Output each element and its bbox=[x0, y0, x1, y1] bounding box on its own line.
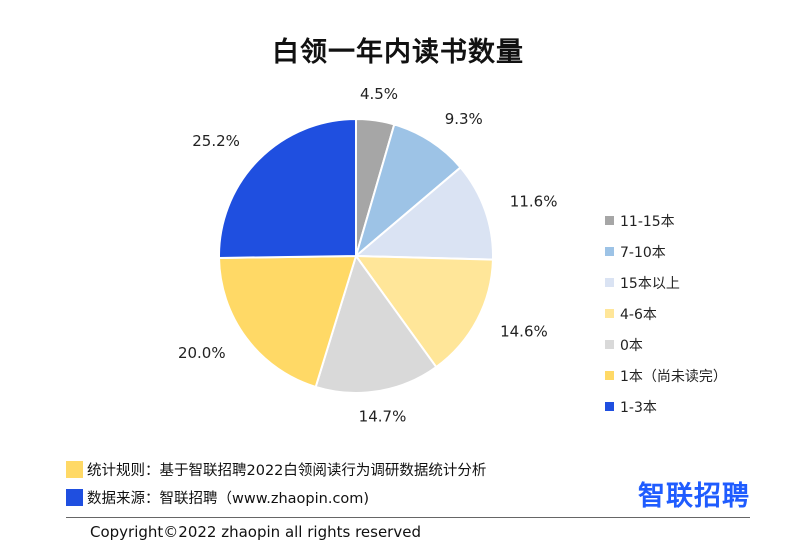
legend-label-6: 1-3本 bbox=[620, 399, 657, 416]
legend-swatch-5 bbox=[605, 371, 614, 380]
pie-label-2: 11.6% bbox=[510, 192, 558, 210]
pie-slice-1 bbox=[354, 123, 462, 259]
legend-label-4: 0本 bbox=[620, 337, 643, 354]
legend-item-3: 4-6本 bbox=[605, 298, 727, 329]
legend-item-6: 1-3本 bbox=[605, 391, 727, 422]
legend-swatch-3 bbox=[605, 309, 614, 318]
legend-swatch-4 bbox=[605, 340, 614, 349]
pie-label-6: 25.2% bbox=[192, 132, 240, 150]
legend-label-0: 11-15本 bbox=[620, 213, 675, 230]
data-source-text: 数据来源：智联招聘（www.zhaopin.com) bbox=[87, 491, 370, 507]
pie-slice-6 bbox=[218, 117, 357, 259]
data-source-note: 数据来源：智联招聘（www.zhaopin.com) bbox=[66, 487, 369, 508]
footer-divider bbox=[66, 517, 750, 518]
zhaopin-logo: 智联招聘 bbox=[638, 481, 750, 512]
legend: 11-15本 7-10本 15本以上 4-6本 0本 1本（尚未读完） 1-3本 bbox=[605, 205, 727, 422]
pie-slices bbox=[217, 117, 494, 394]
legend-swatch-1 bbox=[605, 247, 614, 256]
stat-rule-text: 统计规则：基于智联招聘2022白领阅读行为调研数据统计分析 bbox=[87, 463, 487, 479]
legend-item-1: 7-10本 bbox=[605, 236, 727, 267]
legend-swatch-0 bbox=[605, 216, 614, 225]
pie-slice-3 bbox=[354, 254, 494, 369]
pie-label-4: 14.7% bbox=[359, 407, 407, 425]
data-source-swatch bbox=[66, 489, 83, 506]
legend-label-5: 1本（尚未读完） bbox=[620, 368, 727, 385]
pie-slice-5 bbox=[217, 254, 358, 389]
legend-item-4: 0本 bbox=[605, 329, 727, 360]
pie-label-0: 4.5% bbox=[360, 85, 398, 103]
pie-slice-2 bbox=[353, 166, 494, 261]
stat-rule-note: 统计规则：基于智联招聘2022白领阅读行为调研数据统计分析 bbox=[66, 459, 486, 480]
legend-swatch-2 bbox=[605, 278, 614, 287]
legend-item-5: 1本（尚未读完） bbox=[605, 360, 727, 391]
chart-title: 白领一年内读书数量 bbox=[272, 37, 524, 68]
pie-label-3: 14.6% bbox=[500, 323, 548, 341]
stat-rule-swatch bbox=[66, 461, 83, 478]
legend-label-1: 7-10本 bbox=[620, 244, 666, 261]
pie-labels: 4.5% 9.3% 11.6% 14.6% 14.7% 20.0% 25.2% bbox=[178, 85, 558, 425]
pie-label-1: 9.3% bbox=[445, 110, 483, 128]
legend-item-0: 11-15本 bbox=[605, 205, 727, 236]
legend-item-2: 15本以上 bbox=[605, 267, 727, 298]
legend-swatch-6 bbox=[605, 402, 614, 411]
legend-label-2: 15本以上 bbox=[620, 275, 680, 292]
copyright-text: Copyright©2022 zhaopin all rights reserv… bbox=[90, 523, 421, 541]
pie-label-5: 20.0% bbox=[178, 344, 226, 362]
legend-label-3: 4-6本 bbox=[620, 306, 657, 323]
